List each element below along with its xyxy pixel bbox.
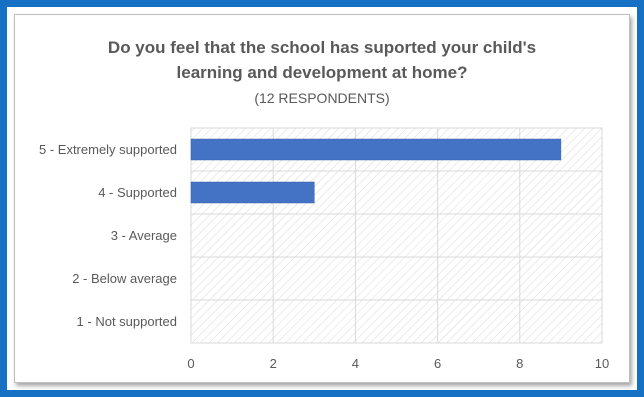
bar-1	[190, 181, 315, 204]
gridlines	[190, 127, 603, 344]
x-tick-labels: 0 2 4 6 8 10	[187, 356, 609, 371]
category-label-2: 3 - Average	[111, 228, 177, 243]
x-tick-label-5: 10	[595, 356, 609, 371]
category-label-3: 2 - Below average	[72, 271, 177, 286]
chart-title-line-1: Do you feel that the school has suported…	[107, 38, 537, 57]
x-tick-label-4: 8	[516, 356, 523, 371]
x-tick-label-0: 0	[187, 356, 194, 371]
chart-title-line-2: learning and development at home?	[176, 63, 468, 82]
x-tick-label-3: 6	[434, 356, 441, 371]
category-label-0: 5 - Extremely supported	[39, 142, 177, 157]
x-tick-label-2: 4	[352, 356, 359, 371]
category-label-4: 1 - Not supported	[77, 314, 177, 329]
category-labels: 5 - Extremely supported 4 - Supported 3 - …	[39, 142, 177, 329]
bars	[190, 138, 562, 204]
chart-subtitle: (12 RESPONDENTS)	[254, 90, 390, 106]
plot-area	[190, 127, 603, 344]
bar-0	[190, 138, 562, 161]
x-tick-label-1: 2	[270, 356, 277, 371]
category-label-1: 4 - Supported	[98, 185, 177, 200]
